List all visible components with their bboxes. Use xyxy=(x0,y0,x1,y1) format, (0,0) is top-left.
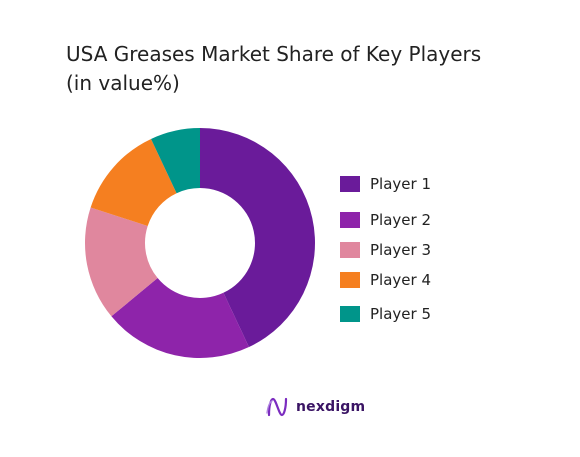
legend-swatch xyxy=(340,306,360,322)
donut-slice-2 xyxy=(111,278,249,358)
legend-item-player-4: Player 4 xyxy=(340,270,431,290)
legend-label: Player 3 xyxy=(370,241,431,259)
legend-swatch xyxy=(340,176,360,192)
donut-slice-5 xyxy=(151,128,200,194)
legend-label: Player 2 xyxy=(370,211,431,229)
donut-slice-1 xyxy=(200,128,315,348)
legend-item-player-5: Player 5 xyxy=(340,304,431,324)
donut-slice-3 xyxy=(84,207,158,317)
legend-label: Player 5 xyxy=(370,305,431,323)
nexdigm-logo-icon xyxy=(266,397,288,417)
chart-title-line-2: (in value%) xyxy=(66,71,180,95)
legend-swatch xyxy=(340,242,360,258)
brand-name: nexdigm xyxy=(296,399,366,415)
chart-title: USA Greases Market Share of Key Players … xyxy=(66,40,526,98)
legend-item-player-2: Player 2 xyxy=(340,210,431,230)
legend-swatch xyxy=(340,212,360,228)
legend-label: Player 4 xyxy=(370,271,431,289)
legend-label: Player 1 xyxy=(370,175,431,193)
legend-item-player-1: Player 1 xyxy=(340,174,431,194)
legend-swatch xyxy=(340,272,360,288)
brand-logo: nexdigm xyxy=(266,396,365,418)
chart-title-line-1: USA Greases Market Share of Key Players xyxy=(66,42,482,66)
donut-slice-4 xyxy=(90,138,177,227)
legend-item-player-3: Player 3 xyxy=(340,240,431,260)
